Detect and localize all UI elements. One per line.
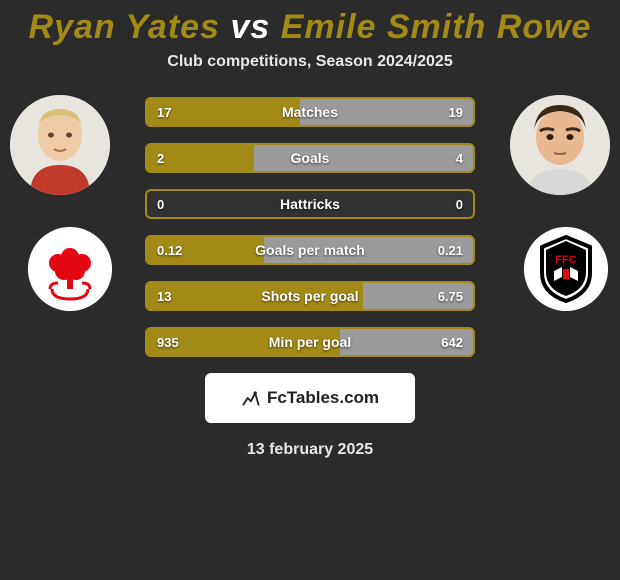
- stat-fill-left: [145, 143, 254, 173]
- stat-fill-left: [145, 97, 300, 127]
- stat-fill-right: [363, 281, 475, 311]
- stat-row: Matches1719: [145, 97, 475, 127]
- player1-avatar: [10, 95, 110, 195]
- subtitle: Club competitions, Season 2024/2025: [0, 53, 620, 71]
- page-title: Ryan Yates vs Emile Smith Rowe: [0, 0, 620, 53]
- svg-text:FFC: FFC: [555, 254, 576, 266]
- player2-avatar: [510, 95, 610, 195]
- stat-fill-left: [145, 327, 340, 357]
- title-player2: Emile Smith Rowe: [281, 8, 592, 46]
- stat-value-left: 0: [157, 189, 164, 219]
- player2-club-logo: FFC: [524, 227, 608, 311]
- stat-row: Goals per match0.120.21: [145, 235, 475, 265]
- stat-row: Shots per goal136.75: [145, 281, 475, 311]
- stat-fill-right: [340, 327, 475, 357]
- player1-club-logo: [28, 227, 112, 311]
- stat-fill-right: [254, 143, 475, 173]
- brand-icon: [241, 388, 261, 408]
- stat-fill-right: [300, 97, 475, 127]
- stat-fill-left: [145, 235, 264, 265]
- stat-border: [145, 189, 475, 219]
- stat-fill-right: [264, 235, 475, 265]
- title-player1: Ryan Yates: [29, 8, 220, 46]
- comparison-card: Ryan Yates vs Emile Smith Rowe Club comp…: [0, 0, 620, 459]
- stat-value-right: 0: [456, 189, 463, 219]
- stat-row: Goals24: [145, 143, 475, 173]
- brand-text: FcTables.com: [267, 388, 379, 408]
- footer-date: 13 february 2025: [0, 441, 620, 459]
- stat-row: Min per goal935642: [145, 327, 475, 357]
- stat-fill-left: [145, 281, 363, 311]
- main-area: FFC Matches1719 Goals24 Hattricks0 0 Goals p…: [0, 95, 620, 357]
- brand-badge: FcTables.com: [205, 373, 415, 423]
- stat-row: Hattricks0 0: [145, 189, 475, 219]
- stat-label: Hattricks: [145, 189, 475, 219]
- title-vs: vs: [230, 8, 270, 46]
- stats-list: Matches1719 Goals24 Hattricks0 0 Goals per m…: [145, 95, 475, 357]
